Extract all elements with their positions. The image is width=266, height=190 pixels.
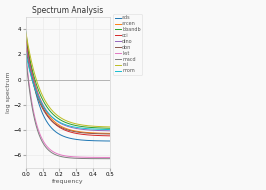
- Line: macd: macd: [26, 56, 110, 159]
- dino: [29, 69, 32, 72]
- bbandb: [76, 125, 79, 127]
- arcen: [76, 130, 79, 132]
- bbandb: [73, 124, 76, 127]
- bbandb: [88, 126, 92, 128]
- kst: [109, 156, 112, 159]
- macd: [78, 157, 81, 160]
- kst: [73, 156, 76, 158]
- kst: [78, 156, 81, 158]
- arcen: [109, 132, 112, 135]
- dino: [78, 128, 81, 130]
- Line: mom: mom: [26, 53, 110, 130]
- arcen: [73, 130, 76, 132]
- Line: kst: kst: [26, 53, 110, 158]
- arcen: [78, 131, 81, 133]
- ads: [97, 140, 100, 142]
- dino: [88, 129, 92, 131]
- macd: [73, 157, 76, 159]
- dino: [97, 129, 100, 132]
- macd: [97, 158, 100, 160]
- rsi: [109, 126, 112, 128]
- arcen: [97, 132, 100, 134]
- rsi: [73, 122, 76, 125]
- mom: [76, 126, 79, 129]
- Line: bbandb: bbandb: [26, 38, 110, 128]
- mom: [24, 52, 27, 54]
- ads: [78, 139, 81, 141]
- kst: [29, 96, 32, 98]
- ads: [73, 138, 76, 140]
- bbandb: [29, 64, 32, 66]
- don: [97, 133, 100, 135]
- macd: [76, 157, 79, 159]
- Line: dino: dino: [26, 44, 110, 131]
- don: [73, 131, 76, 133]
- ads: [24, 30, 27, 32]
- cci: [78, 133, 81, 135]
- arcen: [29, 65, 32, 67]
- macd: [88, 158, 92, 160]
- kst: [97, 156, 100, 158]
- dino: [73, 127, 76, 129]
- ads: [76, 138, 79, 141]
- Y-axis label: log spectrum: log spectrum: [6, 71, 11, 113]
- rsi: [76, 123, 79, 125]
- dino: [109, 130, 112, 132]
- kst: [24, 51, 27, 54]
- bbandb: [97, 127, 100, 129]
- kst: [88, 156, 92, 158]
- Title: Spectrum Analysis: Spectrum Analysis: [32, 6, 103, 15]
- cci: [24, 39, 27, 42]
- bbandb: [24, 37, 27, 39]
- cci: [76, 132, 79, 135]
- don: [24, 47, 27, 49]
- cci: [97, 134, 100, 137]
- Line: ads: ads: [26, 31, 110, 141]
- don: [29, 74, 32, 76]
- mom: [88, 128, 92, 130]
- Line: arcen: arcen: [26, 34, 110, 133]
- macd: [24, 55, 27, 57]
- cci: [109, 135, 112, 137]
- X-axis label: frequency: frequency: [52, 179, 84, 184]
- mom: [29, 75, 32, 77]
- rsi: [29, 58, 32, 61]
- bbandb: [78, 125, 81, 127]
- dino: [76, 127, 79, 130]
- mom: [73, 126, 76, 128]
- cci: [88, 134, 92, 136]
- rsi: [88, 125, 92, 127]
- cci: [73, 132, 76, 134]
- Line: don: don: [26, 48, 110, 134]
- ads: [88, 139, 92, 142]
- don: [88, 132, 92, 135]
- mom: [97, 128, 100, 130]
- ads: [109, 140, 112, 142]
- Line: cci: cci: [26, 40, 110, 136]
- bbandb: [109, 127, 112, 129]
- macd: [109, 158, 112, 160]
- rsi: [24, 30, 27, 33]
- macd: [29, 99, 32, 102]
- dino: [24, 43, 27, 45]
- Line: rsi: rsi: [26, 32, 110, 127]
- don: [78, 131, 81, 134]
- Legend: ads, arcen, bbandb, cci, dino, don, kst, macd, rsi, mom: ads, arcen, bbandb, cci, dino, don, kst,…: [113, 14, 143, 75]
- ads: [29, 68, 32, 70]
- cci: [29, 69, 32, 71]
- arcen: [88, 131, 92, 134]
- kst: [76, 156, 79, 158]
- don: [76, 131, 79, 133]
- arcen: [24, 33, 27, 36]
- mom: [78, 127, 81, 129]
- don: [109, 133, 112, 135]
- rsi: [97, 125, 100, 128]
- rsi: [78, 124, 81, 126]
- mom: [109, 128, 112, 131]
